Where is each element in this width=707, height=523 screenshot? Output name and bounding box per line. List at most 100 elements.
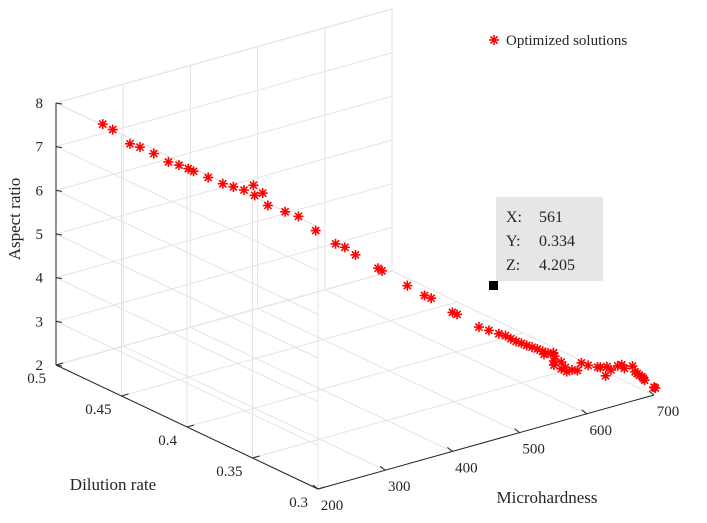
data-point (350, 249, 361, 260)
z-tick-label: 2 (36, 358, 44, 374)
grid-line-back-z (55, 95, 393, 191)
datatip-x-label: X: (506, 209, 522, 226)
y-axis-label: Dilution rate (70, 475, 156, 494)
legend-marker-asterisk (489, 35, 499, 45)
data-point (426, 293, 437, 304)
y-tick-label: 0.5 (27, 371, 46, 387)
data-point (293, 211, 304, 222)
grid-line-side-z (55, 277, 319, 403)
data-point (148, 148, 159, 159)
x-tick-mark (648, 390, 655, 396)
data-point (310, 225, 321, 236)
data-point (249, 190, 260, 201)
data-point (473, 322, 484, 333)
grid-line-back-z (55, 8, 393, 104)
data-point (583, 360, 594, 371)
data-point (280, 206, 291, 217)
grid-line-side-z (55, 233, 319, 359)
y-tick-mark (317, 486, 326, 490)
data-point (483, 325, 494, 336)
z-tick-label: 3 (36, 314, 44, 330)
data-point (639, 375, 650, 386)
data-point (493, 328, 504, 339)
grid-line-side-z (55, 146, 319, 272)
grid-line-back-z (55, 270, 393, 366)
z-tick-mark (55, 189, 63, 192)
z-tick-mark (55, 102, 63, 105)
data-point (339, 242, 350, 253)
y-tick-mark (121, 393, 129, 397)
datatip-x-value: 561 (539, 209, 563, 226)
data-point (248, 180, 259, 191)
grid-line-floor-y (252, 363, 589, 459)
grid-line-side-z (55, 320, 319, 446)
datatip-y-label: Y: (506, 233, 521, 250)
data-point (124, 138, 135, 149)
data-point (330, 238, 341, 249)
data-point (572, 365, 583, 376)
z-tick-mark (55, 146, 63, 149)
data-point (377, 265, 387, 276)
y-tick-label: 0.35 (216, 464, 242, 480)
data-point (188, 166, 199, 177)
data-point (500, 330, 511, 341)
y-tick-mark (252, 455, 260, 459)
x-tick-mark (581, 409, 588, 415)
x-tick-label: 600 (590, 423, 613, 439)
data-point (238, 185, 249, 196)
data-point (257, 188, 268, 199)
grid-lines (55, 8, 655, 490)
axis-labels: Microhardness Dilution rate Aspect ratio (5, 178, 598, 507)
z-tick-mark (55, 233, 63, 236)
data-point (134, 142, 145, 153)
data-point (203, 172, 214, 183)
datatip-y-value: 0.334 (539, 233, 575, 250)
x-tick-label: 400 (455, 460, 478, 476)
data-point (538, 349, 549, 360)
x-tick-mark (514, 428, 520, 433)
x-tick-mark (447, 447, 453, 452)
legend: Optimized solutions (489, 33, 627, 49)
data-point (605, 364, 616, 375)
y-tick-label: 0.45 (85, 402, 111, 418)
grid-line-back-z (55, 183, 393, 279)
x-axis-label: Microhardness (496, 488, 597, 507)
datatip-marker (489, 281, 498, 290)
z-tick-label: 5 (36, 227, 44, 243)
data-point (262, 200, 273, 211)
datatip-box (496, 197, 603, 281)
z-tick-label: 4 (36, 271, 44, 287)
grid-line-floor-y (186, 332, 524, 428)
data-point (174, 160, 185, 171)
data-point (452, 309, 463, 320)
y-tick-label: 0.3 (289, 495, 308, 511)
z-axis-label: Aspect ratio (5, 178, 24, 261)
x-tick-label: 300 (388, 479, 411, 495)
z-tick-label: 6 (36, 183, 44, 199)
x-tick-label: 200 (321, 498, 344, 514)
grid-line-side-z (55, 189, 319, 315)
axis-lines (55, 102, 655, 490)
z-tick-mark (55, 277, 63, 280)
y-tick-mark (186, 424, 195, 428)
legend-entry-label: Optimized solutions (506, 33, 627, 49)
z-tick-mark (55, 320, 63, 323)
datatip-z-label: Z: (506, 257, 520, 274)
data-point (163, 156, 174, 167)
data-point (402, 280, 413, 291)
grid-line-back-z (55, 139, 393, 235)
data-point (548, 360, 559, 371)
grid-line-floor-y (121, 301, 458, 397)
datatip-z-value: 4.205 (539, 257, 575, 274)
z-tick-label: 7 (36, 140, 44, 156)
x-axis-line (317, 394, 655, 490)
y-tick-label: 0.4 (158, 433, 177, 449)
data-point (650, 383, 661, 394)
data-point (228, 181, 239, 192)
data-point (561, 366, 572, 377)
tick-labels: 2003004005006007000.30.350.40.450.523456… (27, 96, 679, 514)
z-tick-label: 8 (36, 96, 44, 112)
data-point (97, 119, 108, 130)
data-point (619, 363, 630, 374)
datatip[interactable]: X: 561 Y: 0.334 Z: 4.205 (489, 197, 603, 290)
